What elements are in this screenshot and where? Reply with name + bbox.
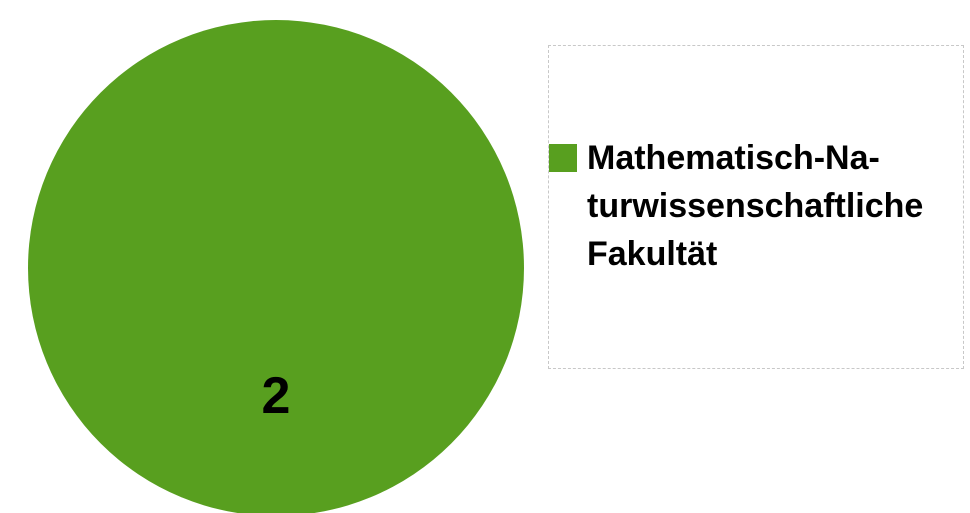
legend-entry: Mathematisch-Na­turwissenschaft­liche Fa… bbox=[549, 139, 962, 278]
legend-swatch bbox=[549, 144, 577, 172]
legend-label: Mathematisch-Na­turwissenschaft­liche Fa… bbox=[587, 139, 924, 273]
data-label: 2 bbox=[262, 367, 291, 425]
pie-slice bbox=[28, 20, 524, 513]
legend: Mathematisch-Na­turwissenschaft­liche Fa… bbox=[548, 45, 964, 369]
